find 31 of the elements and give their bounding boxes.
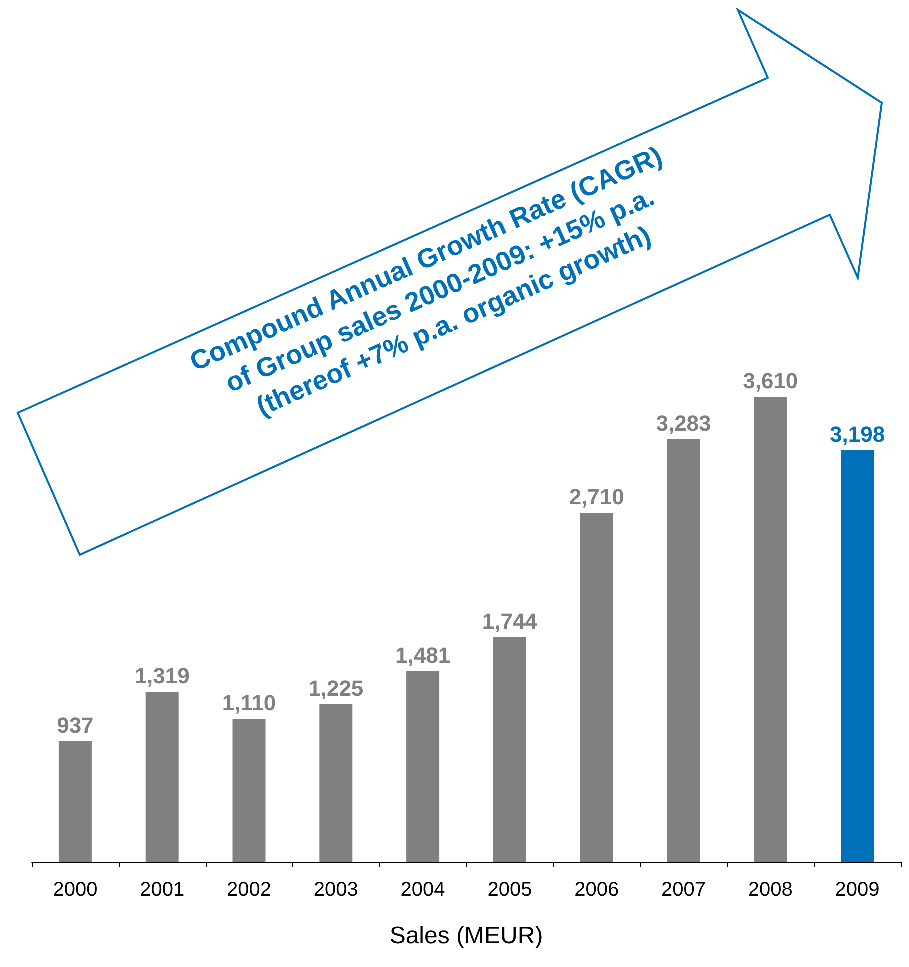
x-tick-label: 2006 [574,879,620,901]
bar [493,637,526,862]
data-label: 3,610 [743,368,798,394]
bar [580,513,614,862]
bar [841,450,874,862]
data-label: 2,710 [569,484,624,510]
x-tick-label: 2000 [53,879,98,901]
bar [754,397,788,862]
data-label: 3,198 [830,422,886,447]
bar [58,741,92,862]
bar [406,671,440,862]
data-label: 1,744 [482,608,538,634]
x-tick-label: 2003 [314,879,358,901]
x-tick-label: 2001 [140,879,185,901]
bar [232,719,266,862]
data-label: 1,225 [308,676,364,701]
x-tick-label: 2004 [400,879,446,901]
x-tick-label: 2007 [662,879,706,901]
bar [146,692,179,862]
bar [320,704,353,862]
x-tick-label: 2005 [488,879,532,901]
data-label: 937 [57,712,94,738]
x-tick-label: 2008 [748,879,793,901]
x-tick-label: 2002 [227,879,272,901]
x-tick-label: 2009 [835,879,880,901]
data-label: 1,481 [396,642,451,668]
data-label: 3,283 [656,410,712,436]
data-label: 1,319 [134,664,190,689]
x-axis-title: Sales (MEUR) [390,922,544,950]
data-label: 1,110 [222,690,276,716]
bar [667,439,700,862]
